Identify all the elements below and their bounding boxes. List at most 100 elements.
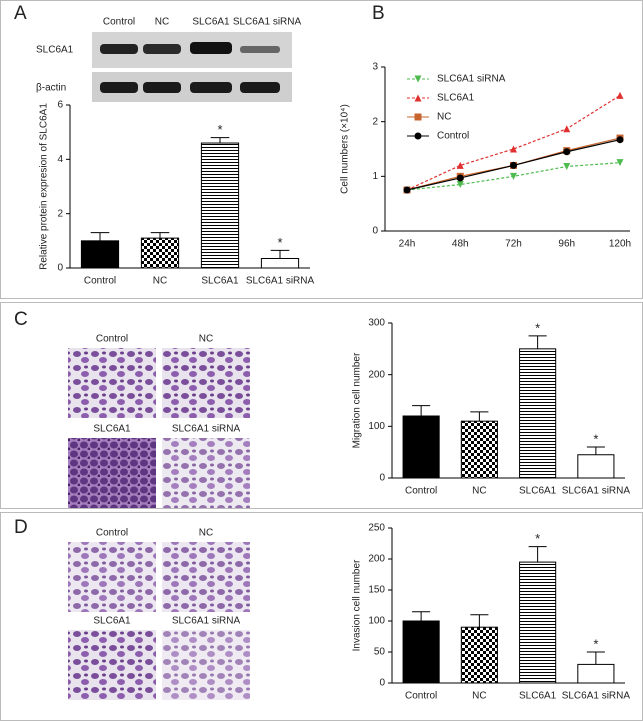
x-tick-label: 120h <box>609 239 631 250</box>
panel-label: D <box>14 517 28 538</box>
x-tick-label: Control <box>84 276 116 287</box>
y-tick-label: 0 <box>372 226 378 237</box>
marker <box>616 91 624 99</box>
legend-label: SLC6A1 <box>437 93 475 104</box>
legend-marker <box>414 113 422 121</box>
bar <box>140 237 180 269</box>
y-axis-label: Invasion cell number <box>352 559 363 651</box>
y-axis-label: Relative protein expresion of SLC6A1 <box>39 103 50 270</box>
micrograph-label: SLC6A1 siRNA <box>172 424 241 435</box>
marker <box>616 159 624 167</box>
y-tick-label: 0 <box>379 678 385 689</box>
x-tick-label: NC <box>153 276 167 287</box>
y-tick-label: 2 <box>372 116 378 127</box>
significance-star: * <box>593 431 598 446</box>
marker <box>510 172 517 180</box>
blot <box>92 32 292 102</box>
bar <box>402 620 440 684</box>
lane-label: NC <box>155 17 169 28</box>
y-tick-label: 2 <box>57 208 63 219</box>
x-tick-label: NC <box>472 486 486 497</box>
bar <box>460 420 498 479</box>
lane-label: SLC6A1 siRNA <box>233 17 302 28</box>
panel-label: A <box>14 3 27 24</box>
x-tick-label: SLC6A1 <box>519 486 557 497</box>
bar <box>460 626 498 684</box>
marker <box>563 162 571 170</box>
significance-star: * <box>535 320 540 335</box>
panel-label: C <box>14 309 28 330</box>
y-tick-label: 150 <box>368 585 385 596</box>
legend-label: NC <box>437 112 451 123</box>
y-tick-label: 300 <box>368 318 385 329</box>
y-tick-label: 0 <box>379 473 385 484</box>
legend-marker <box>414 132 422 140</box>
marker <box>510 145 517 153</box>
marker <box>510 161 517 169</box>
marker <box>563 148 571 156</box>
x-tick-label: SLC6A1 siRNA <box>246 276 315 287</box>
micrograph-label: Control <box>96 334 128 345</box>
significance-star: * <box>535 531 540 546</box>
y-tick-label: 100 <box>368 421 385 432</box>
bar <box>200 142 240 269</box>
x-tick-label: Control <box>405 691 437 702</box>
legend-marker <box>414 75 422 83</box>
micrograph-label: SLC6A1 siRNA <box>172 616 241 627</box>
micrograph-label: NC <box>199 334 213 345</box>
y-tick-label: 200 <box>368 554 385 565</box>
bar <box>260 257 300 269</box>
x-tick-label: SLC6A1 <box>201 276 239 287</box>
y-tick-label: 100 <box>368 616 385 627</box>
micrograph-label: SLC6A1 <box>93 616 131 627</box>
bar <box>577 663 615 684</box>
panel-label: B <box>372 3 385 24</box>
y-tick-label: 3 <box>372 62 378 73</box>
significance-star: * <box>217 122 222 137</box>
y-tick-label: 6 <box>57 100 63 111</box>
bar <box>577 454 615 479</box>
x-tick-label: SLC6A1 <box>519 691 557 702</box>
x-tick-label: 48h <box>452 239 469 250</box>
y-tick-label: 200 <box>368 369 385 380</box>
micrograph-label: Control <box>96 528 128 539</box>
legend-label: SLC6A1 siRNA <box>437 74 506 85</box>
significance-star: * <box>277 235 282 250</box>
marker <box>456 181 464 189</box>
x-tick-label: Control <box>405 486 437 497</box>
y-tick-label: 4 <box>57 154 63 165</box>
significance-star: * <box>593 636 598 651</box>
bar <box>402 415 440 479</box>
line <box>406 94 621 191</box>
micrographs <box>68 348 250 700</box>
x-tick-label: SLC6A1 siRNA <box>562 691 631 702</box>
x-tick-label: SLC6A1 siRNA <box>562 486 631 497</box>
x-tick-label: NC <box>472 691 486 702</box>
bar <box>519 561 557 684</box>
lane-label: SLC6A1 <box>192 17 230 28</box>
bar <box>80 240 120 269</box>
legend-label: Control <box>437 131 469 142</box>
row-label: SLC6A1 <box>36 45 74 56</box>
micrograph-label: NC <box>199 528 213 539</box>
x-tick-label: 72h <box>505 239 522 250</box>
marker <box>563 125 571 133</box>
y-tick-label: 50 <box>374 647 386 658</box>
y-axis-label: Migration cell number <box>352 352 363 448</box>
marker <box>456 161 464 169</box>
y-tick-label: 250 <box>368 523 385 534</box>
marker <box>456 174 464 182</box>
x-tick-label: 96h <box>558 239 575 250</box>
bar <box>519 348 557 479</box>
x-tick-label: 24h <box>399 239 416 250</box>
micrograph-label: SLC6A1 <box>93 424 131 435</box>
lane-label: Control <box>103 17 135 28</box>
y-axis-label: Cell numbers (×10⁴) <box>340 104 351 194</box>
legend-marker <box>414 94 422 102</box>
marker <box>403 186 411 194</box>
marker <box>616 136 624 144</box>
y-tick-label: 1 <box>372 171 378 182</box>
y-tick-label: 0 <box>57 263 63 274</box>
row-label: β-actin <box>36 83 66 94</box>
